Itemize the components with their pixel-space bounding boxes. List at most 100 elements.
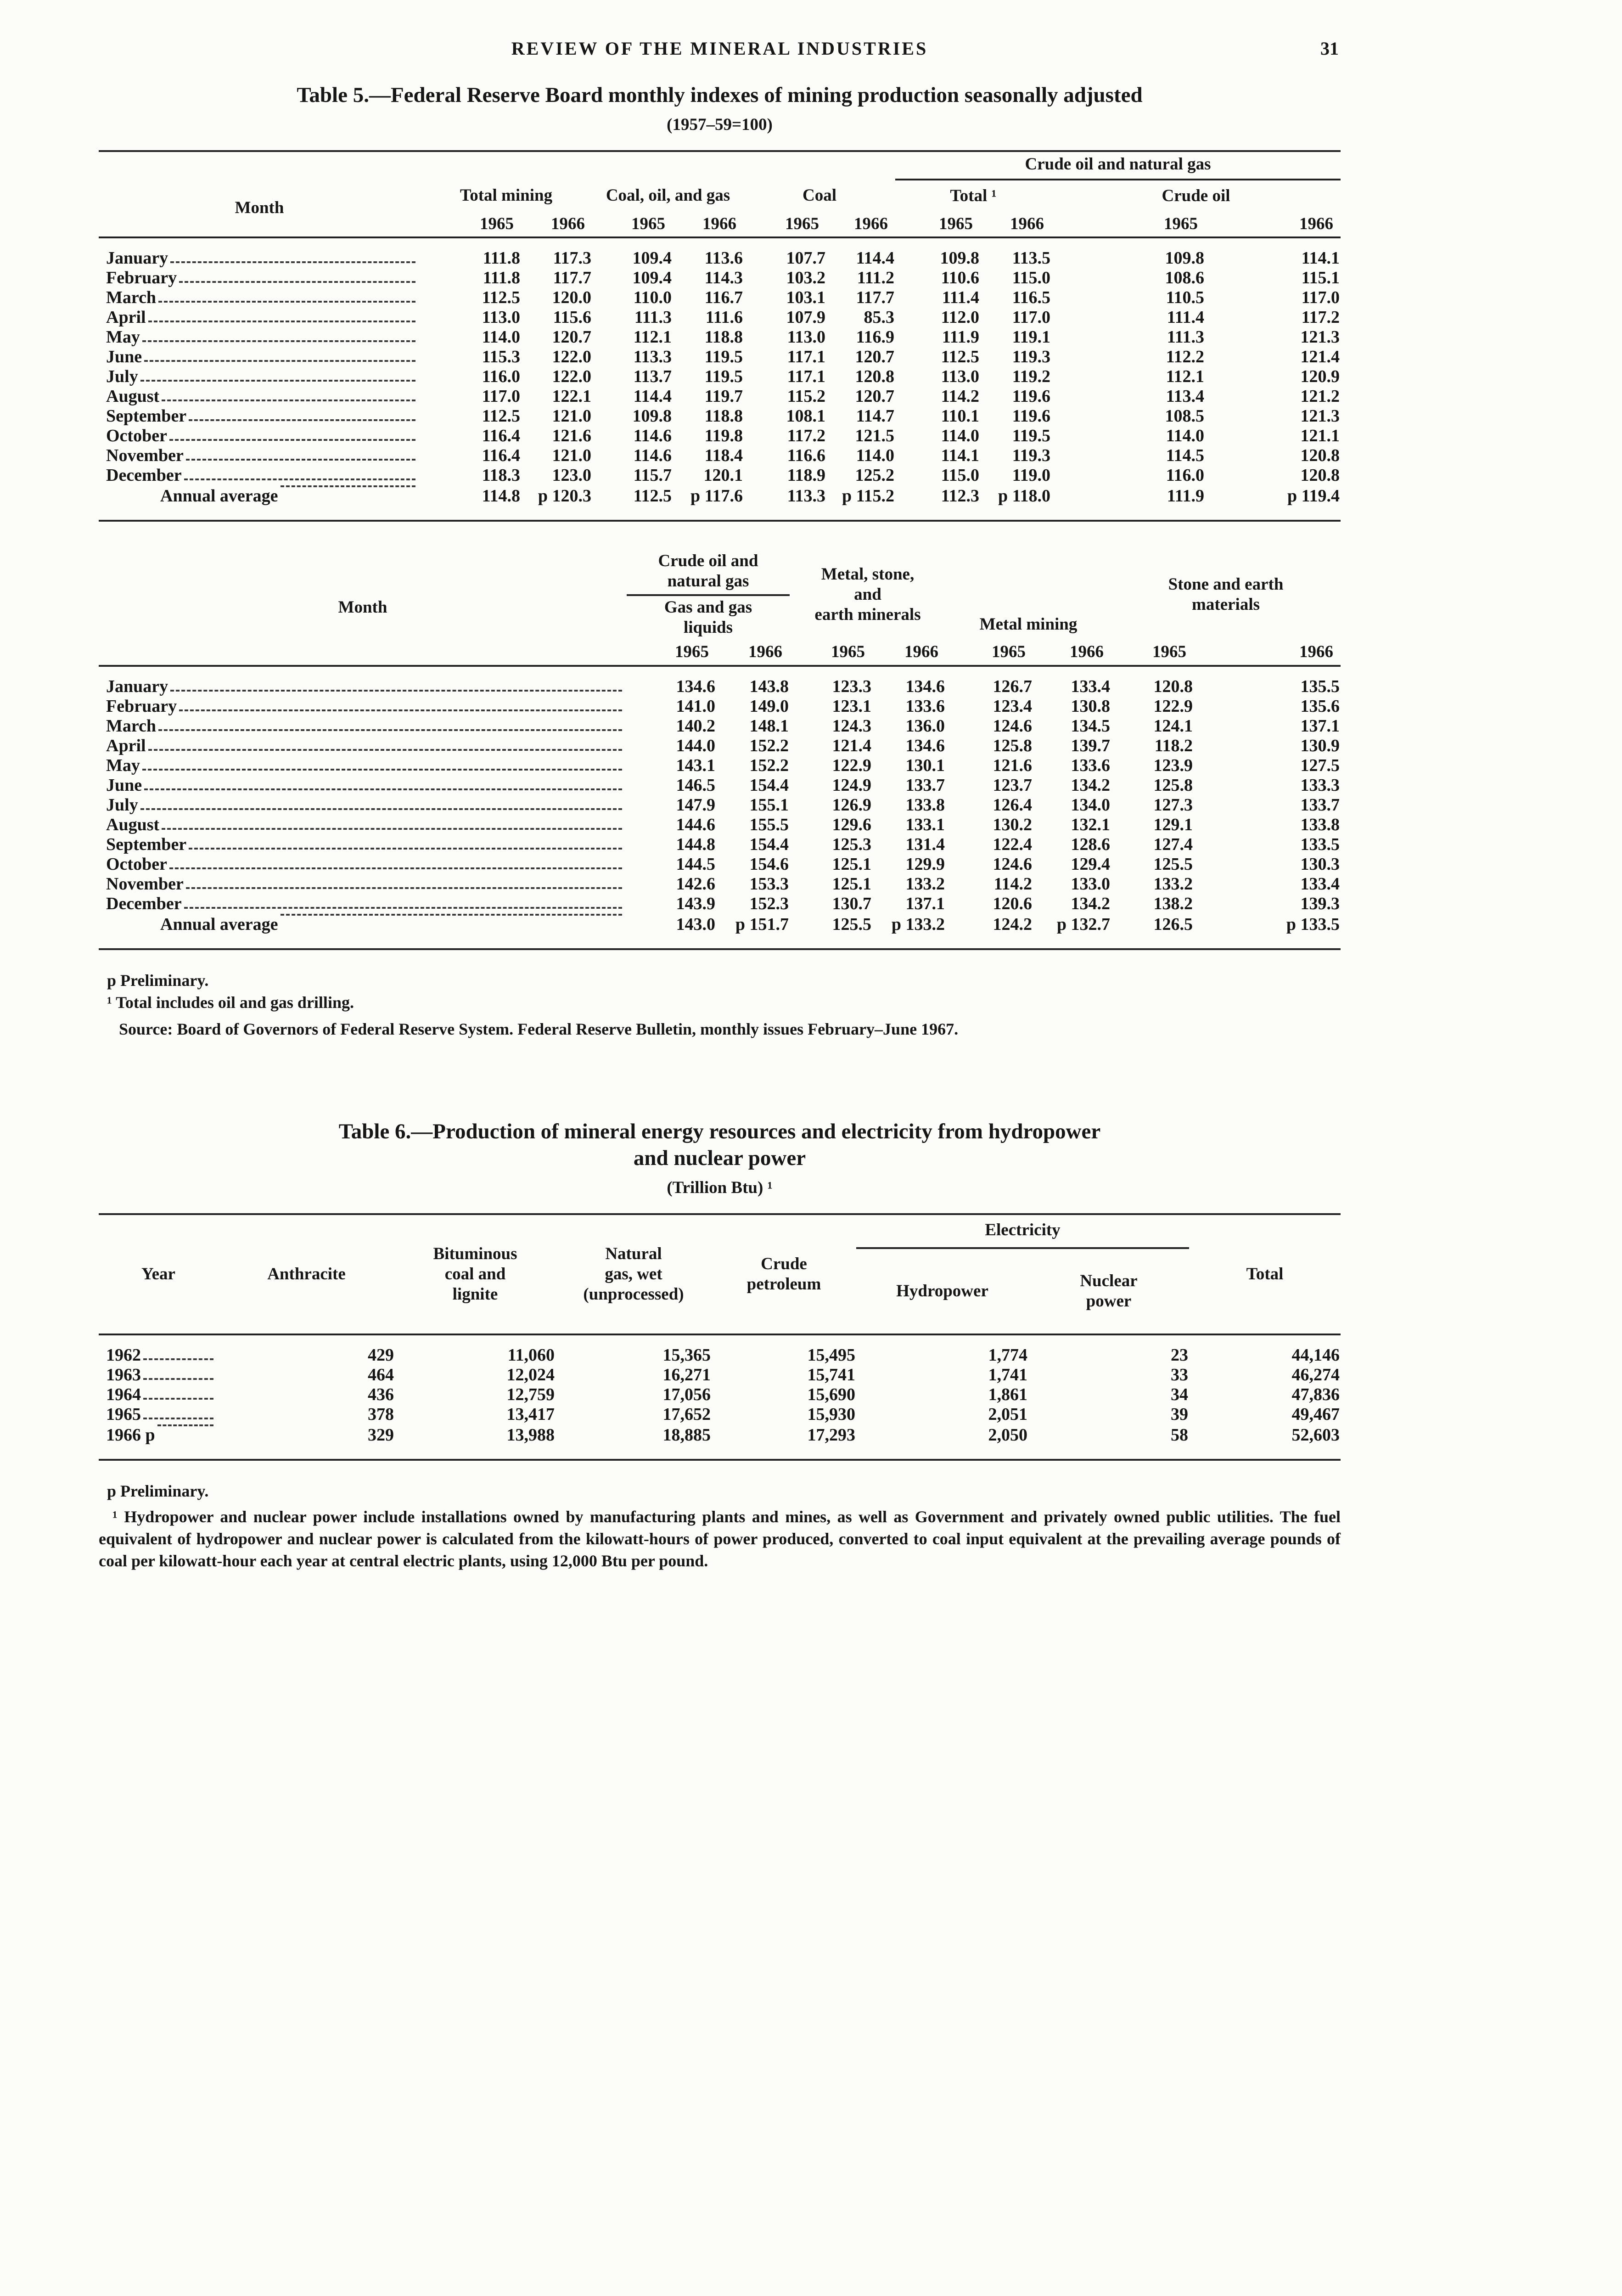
row-label: June <box>99 347 420 367</box>
table-row: August 144.6 155.5 129.6 133.1 130.2 132.1 129.… <box>99 815 1341 835</box>
value-cell: 118.8 <box>704 406 743 426</box>
year-header: 1966 <box>1205 212 1341 238</box>
row-label-text: Annual average <box>160 915 278 934</box>
value-cell: 125.5 <box>1153 855 1193 874</box>
row-label: February <box>99 268 420 288</box>
value-cell: 23 <box>1171 1345 1189 1365</box>
value-cell: 121.1 <box>1300 426 1340 445</box>
value-cell: 137.1 <box>905 894 945 913</box>
row-label-text: 1964 <box>106 1385 141 1404</box>
value-cell: 134.0 <box>1071 795 1111 815</box>
value-cell: 120.1 <box>703 466 743 485</box>
value-cell: 136.0 <box>905 716 945 736</box>
value-cell: 119.6 <box>1012 406 1050 426</box>
value-cell: 117.1 <box>787 367 825 386</box>
value-cell: 329 <box>368 1425 394 1445</box>
value-cell: 124.1 <box>1153 716 1193 736</box>
value-cell: 111.8 <box>483 248 520 268</box>
value-cell: 146.5 <box>676 776 716 795</box>
value-cell: 115.7 <box>633 466 672 485</box>
value-cell: 155.5 <box>749 815 789 834</box>
row-label-text: 1965 <box>106 1405 141 1424</box>
value-cell: 144.0 <box>676 736 716 755</box>
table-row: July 147.9 155.1 126.9 133.8 126.4 134.0 127.3 1… <box>99 795 1341 815</box>
value-cell: 113.4 <box>1166 387 1204 406</box>
value-cell: 154.4 <box>749 776 789 795</box>
value-cell: 133.4 <box>1300 874 1340 894</box>
row-label: May <box>99 327 420 347</box>
value-cell: 33 <box>1171 1365 1189 1384</box>
dash-leader <box>140 380 415 382</box>
table-row: May 143.1 152.2 122.9 130.1 121.6 133.6 123.9 12… <box>99 756 1341 776</box>
row-label-text: July <box>106 367 138 386</box>
value-cell: 110.6 <box>941 268 979 287</box>
dash-leader <box>143 1378 213 1380</box>
value-cell: p 120.3 <box>538 486 591 506</box>
value-cell: 125.1 <box>832 855 872 874</box>
value-cell: p 133.5 <box>1286 915 1340 934</box>
value-cell: 154.4 <box>749 835 789 854</box>
row-label-text: August <box>106 815 160 834</box>
value-cell: 117.7 <box>553 268 591 287</box>
value-cell: 115.3 <box>482 347 520 366</box>
value-cell: 109.4 <box>632 268 672 287</box>
value-cell: 117.7 <box>856 288 894 307</box>
value-cell: 49,467 <box>1291 1405 1340 1424</box>
value-cell: 121.4 <box>1300 347 1340 366</box>
value-cell: 117.3 <box>553 248 591 268</box>
col-header-crude-petroleum: Crude petroleum <box>712 1214 856 1335</box>
value-cell: 113.0 <box>941 367 979 386</box>
value-cell: 130.3 <box>1300 855 1340 874</box>
row-label: April <box>99 308 420 327</box>
col-header-year: Year <box>99 1214 218 1335</box>
table-row: June 146.5 154.4 124.9 133.7 123.7 134.2 125.8 1… <box>99 776 1341 795</box>
row-label: March <box>99 288 420 308</box>
value-cell: 109.4 <box>632 248 672 268</box>
value-cell: 117.2 <box>787 426 825 445</box>
value-cell: 134.6 <box>905 677 945 696</box>
value-cell: 124.2 <box>993 915 1033 934</box>
value-cell: 115.2 <box>787 387 825 406</box>
value-cell: 34 <box>1171 1385 1189 1404</box>
value-cell: 133.7 <box>905 776 945 795</box>
value-cell: 114.6 <box>633 426 672 445</box>
value-cell: 153.3 <box>749 874 789 894</box>
col-header-metal-mining: Metal mining <box>979 615 1078 634</box>
value-cell: 121.2 <box>1300 387 1340 406</box>
row-label: February <box>99 697 627 716</box>
row-label-text: 1963 <box>106 1365 141 1384</box>
value-cell: 128.6 <box>1071 835 1111 854</box>
value-cell: 129.6 <box>832 815 872 834</box>
row-label-text: November <box>106 874 184 894</box>
dash-leader <box>170 261 415 263</box>
group-header-crude-oil-natural-gas: Crude oil and natural gas <box>895 151 1341 180</box>
value-cell: 134.6 <box>905 736 945 755</box>
footnote-total: ¹ Total includes oil and gas drilling. <box>107 993 354 1012</box>
value-cell: 125.5 <box>832 915 872 934</box>
row-label-text: April <box>106 308 146 327</box>
row-label-text: June <box>106 347 142 366</box>
value-cell: 143.9 <box>676 894 716 913</box>
footnote-preliminary: p Preliminary. <box>107 1482 209 1500</box>
value-cell: 13,988 <box>506 1425 555 1445</box>
value-cell: 85.3 <box>864 308 895 327</box>
value-cell: 130.2 <box>993 815 1033 834</box>
value-cell: p 115.2 <box>842 486 894 506</box>
value-cell: 15,365 <box>662 1345 711 1365</box>
row-label-text: March <box>106 288 157 307</box>
row-label-text: May <box>106 756 140 775</box>
row-label: April <box>99 736 627 756</box>
table-row: September 144.8 154.4 125.3 131.4 122.4 128.6 1… <box>99 835 1341 855</box>
row-label: September <box>99 835 627 855</box>
value-cell: 129.4 <box>1071 855 1111 874</box>
value-cell: 133.5 <box>1300 835 1340 854</box>
table-row: November 116.4 121.0 114.6 118.4 116.6 114.0 11… <box>99 446 1341 466</box>
row-label: November <box>99 874 627 894</box>
dash-leader <box>169 439 415 441</box>
value-cell: 118.3 <box>482 466 520 485</box>
value-cell: 143.8 <box>749 677 789 696</box>
value-cell: 138.2 <box>1153 894 1193 913</box>
value-cell: 143.0 <box>676 915 716 934</box>
table-row: April 144.0 152.2 121.4 134.6 125.8 139.7 118.2… <box>99 736 1341 756</box>
table-row: Annual average 114.8 p 120.3 112.5 p 117.6 11… <box>99 485 1341 521</box>
